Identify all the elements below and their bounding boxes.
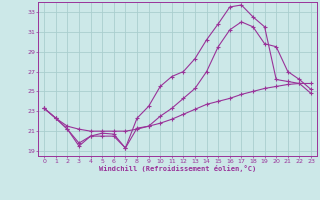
X-axis label: Windchill (Refroidissement éolien,°C): Windchill (Refroidissement éolien,°C) [99,165,256,172]
